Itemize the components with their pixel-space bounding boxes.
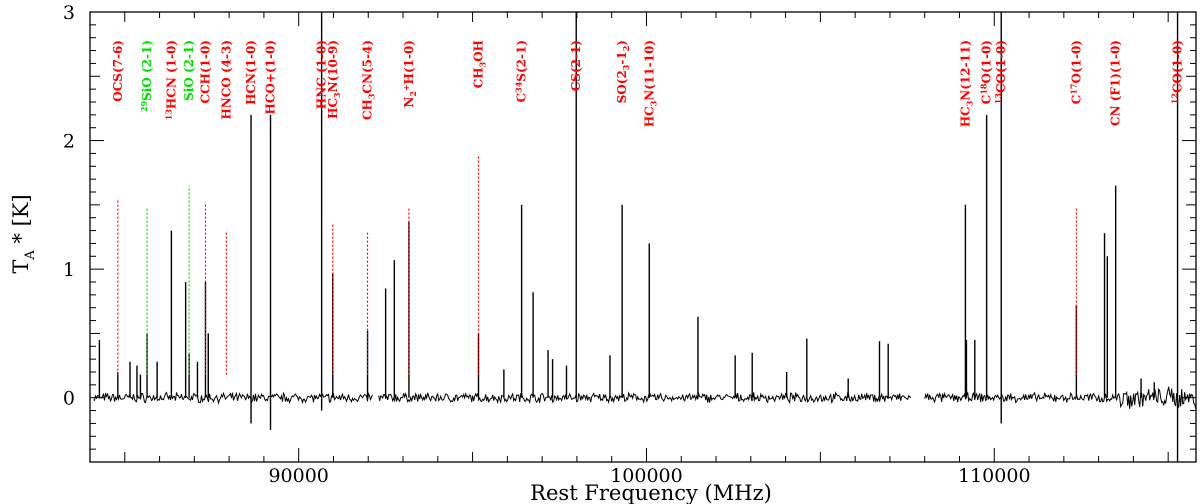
x-axis-label: Rest Frequency (MHz) (530, 481, 772, 504)
plot-frame (89, 11, 1197, 463)
line-label-hc3n1110: HC3N(11-10) (642, 40, 658, 127)
line-label-ch3oh: CH3OH (472, 40, 488, 88)
line-label-ocs: OCS(7-6) (111, 40, 125, 102)
line-label-hcop: HCO+(1-0) (264, 40, 278, 114)
line-label-sio29: 29SiO (2-1) (139, 40, 154, 112)
line-label-c17o: C17O(1-0) (1068, 40, 1083, 104)
y-tick-label: 1 (63, 259, 75, 281)
line-markers (117, 156, 1077, 375)
line-labels: OCS(7-6)29SiO (2-1)13HCN (1-0) SiO (2-1) C… (111, 40, 1185, 127)
line-label-hnco: HNCO (4-3) (219, 40, 233, 120)
line-label-so: SO(23-12) (615, 40, 631, 103)
y-tick-label: 0 (63, 388, 75, 410)
line-label-co13: 13CO(1-0) (993, 40, 1008, 104)
line-label-n2hp: N2+H(1-0) (401, 40, 418, 108)
x-tick-label: 100000 (610, 465, 683, 487)
x-tick-label: 110000 (958, 465, 1031, 487)
line-label-cn: CN (F1)(1-0) (1109, 40, 1123, 126)
line-label-cch: CCH(1-0) (199, 40, 213, 103)
line-label-hcn: HCN(1-0) (244, 40, 258, 105)
line-label-hc3n109: HC3N(10-9) (326, 40, 342, 119)
line-label-hnc: HNC (1-0) (315, 40, 329, 109)
line-label-sio: SiO (2-1) (182, 40, 196, 101)
line-label-co12: 12CO(1-0) (1170, 40, 1185, 104)
line-label-h13cn: 13HCN (1-0) (163, 40, 178, 120)
line-label-c34s: C34S(2-1) (514, 40, 529, 102)
spectrum-segment-0 (93, 391, 373, 405)
y-tick-label: 3 (63, 2, 75, 24)
y-tick-label: 2 (63, 131, 75, 153)
line-label-hc3n1211: HC3N(12-11) (958, 40, 974, 127)
line-label-c18o: C18O(1-0) (979, 40, 994, 104)
x-tick-label: 90000 (268, 465, 328, 487)
spectrum-segment-2 (924, 386, 1197, 409)
y-axis-label: TA * [K] (9, 194, 38, 273)
line-label-cs: CS(2-1) (569, 40, 583, 91)
line-label-ch3cn: CH3CN(5-4) (361, 40, 377, 120)
axes: 90000 100000 110000 0 1 2 3 (63, 2, 1197, 487)
spectrum-segment-1 (378, 391, 912, 405)
